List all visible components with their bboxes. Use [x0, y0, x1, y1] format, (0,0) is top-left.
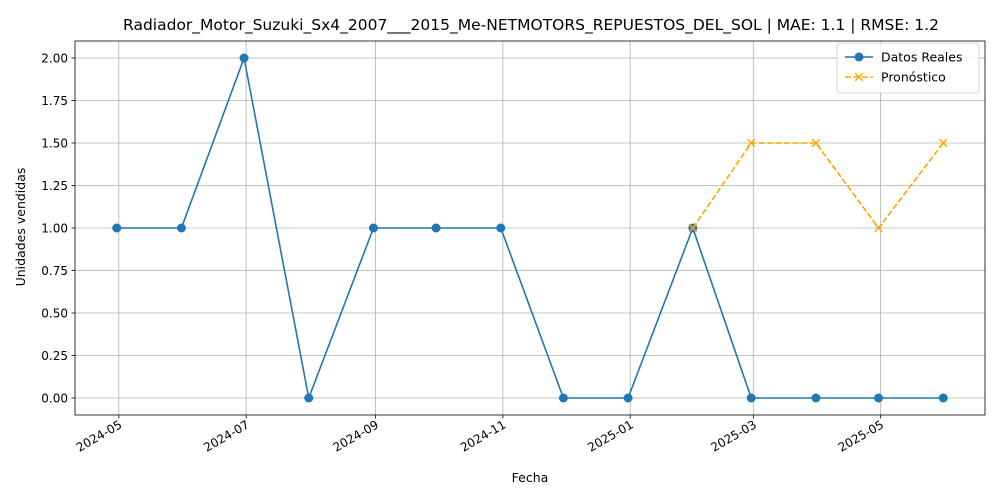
x-marker-stroke [811, 138, 821, 148]
grid [75, 41, 985, 415]
y-tick-label: 2.00 [41, 51, 68, 65]
series-1 [688, 138, 948, 233]
x-tick-label: 2024-11 [458, 417, 508, 454]
legend-entry: Pronóstico [845, 70, 946, 85]
x-marker-stroke [688, 223, 698, 233]
x-marker-stroke [938, 138, 948, 148]
data-point [688, 223, 698, 233]
series-line [692, 142, 944, 229]
x-tick-label: 2025-05 [836, 417, 886, 454]
data-point [746, 138, 756, 148]
legend-marker [854, 72, 864, 82]
legend: Datos Reales Pronóstico [836, 42, 980, 94]
x-tick-label: 2025-01 [585, 417, 635, 454]
x-marker-stroke [746, 138, 756, 148]
y-tick-label: 0.50 [41, 306, 68, 320]
legend-box [836, 42, 980, 94]
legend-entry: Datos Reales [845, 50, 962, 65]
data-point [874, 223, 883, 233]
data-point [811, 138, 821, 148]
y-tick-label: 0.75 [41, 264, 68, 278]
data-point [874, 393, 884, 403]
x-tick-label: 2025-03 [708, 417, 758, 454]
data-point [239, 53, 249, 63]
data-point [176, 223, 186, 233]
data-point [112, 223, 122, 233]
data-point [746, 393, 756, 403]
y-tick-label: 1.25 [41, 179, 68, 193]
chart-title: Radiador_Motor_Suzuki_Sx4_2007___2015_Me… [123, 16, 939, 35]
series-0 [112, 53, 948, 403]
x-tick-label: 2024-07 [201, 417, 251, 454]
plot-frame [74, 40, 986, 416]
y-tick-label: 1.75 [41, 94, 68, 108]
series-layer [112, 53, 948, 403]
data-point [938, 138, 948, 148]
data-point [431, 223, 441, 233]
y-tick-label: 0.00 [41, 391, 68, 405]
legend-label: Pronóstico [881, 70, 946, 85]
legend-label: Datos Reales [881, 50, 962, 65]
data-point [623, 393, 633, 403]
y-axis-label: Unidades vendidas [13, 168, 28, 287]
data-point [368, 223, 378, 233]
x-tick-label: 2024-09 [331, 417, 381, 454]
x-axis-label: Fecha [512, 470, 549, 485]
y-tick-label: 1.50 [41, 136, 68, 150]
data-point [938, 393, 948, 403]
y-tick-label: 1.00 [41, 221, 68, 235]
data-point [496, 223, 506, 233]
y-tick-label: 0.25 [41, 349, 68, 363]
x-marker-stroke [874, 223, 883, 233]
axes: 0.00 0.25 0.50 0.75 1.00 1.25 1.50 1.75 2.00 2024… [41, 40, 986, 455]
x-tick-label: 2024-05 [74, 417, 124, 454]
data-point [811, 393, 821, 403]
data-point [304, 393, 314, 403]
series-line [116, 57, 944, 399]
data-point [558, 393, 568, 403]
legend-marker [854, 52, 864, 62]
